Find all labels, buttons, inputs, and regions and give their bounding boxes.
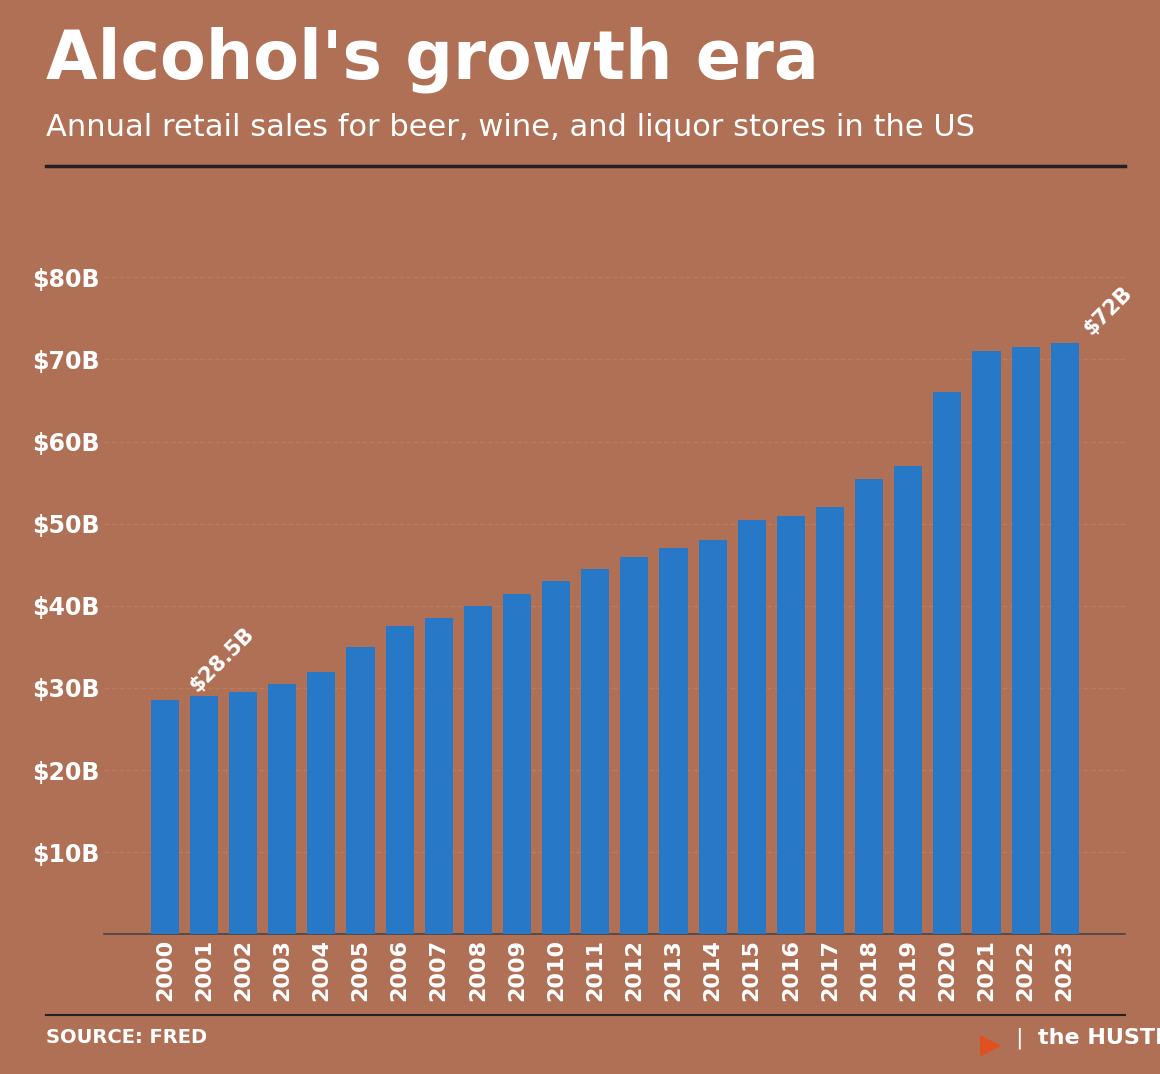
Text: |: | bbox=[1015, 1028, 1023, 1049]
Bar bbox=[972, 351, 1001, 934]
Text: $72B: $72B bbox=[1080, 282, 1136, 339]
Bar bbox=[894, 466, 922, 934]
Bar bbox=[190, 696, 218, 934]
Bar bbox=[464, 606, 492, 934]
Bar bbox=[698, 540, 726, 934]
Bar bbox=[307, 671, 335, 934]
Bar bbox=[855, 479, 883, 934]
Text: Alcohol's growth era: Alcohol's growth era bbox=[46, 27, 819, 93]
Text: the HUSTLE: the HUSTLE bbox=[1038, 1028, 1160, 1048]
Bar bbox=[347, 647, 375, 934]
Bar bbox=[151, 700, 179, 934]
Bar bbox=[659, 549, 688, 934]
Text: $28.5B: $28.5B bbox=[187, 624, 259, 696]
Bar bbox=[1012, 347, 1039, 934]
Bar bbox=[738, 520, 766, 934]
Bar bbox=[934, 392, 962, 934]
Bar bbox=[268, 684, 296, 934]
Text: SOURCE: FRED: SOURCE: FRED bbox=[46, 1028, 208, 1047]
Bar bbox=[503, 594, 531, 934]
Bar bbox=[621, 556, 648, 934]
Bar bbox=[777, 516, 805, 934]
Bar bbox=[1051, 343, 1079, 934]
Bar bbox=[542, 581, 571, 934]
Bar bbox=[229, 692, 258, 934]
Bar bbox=[425, 619, 452, 934]
Bar bbox=[581, 569, 609, 934]
Text: Annual retail sales for beer, wine, and liquor stores in the US: Annual retail sales for beer, wine, and … bbox=[46, 113, 976, 142]
Bar bbox=[815, 507, 844, 934]
Bar bbox=[385, 626, 414, 934]
Text: ▶: ▶ bbox=[980, 1031, 1001, 1059]
